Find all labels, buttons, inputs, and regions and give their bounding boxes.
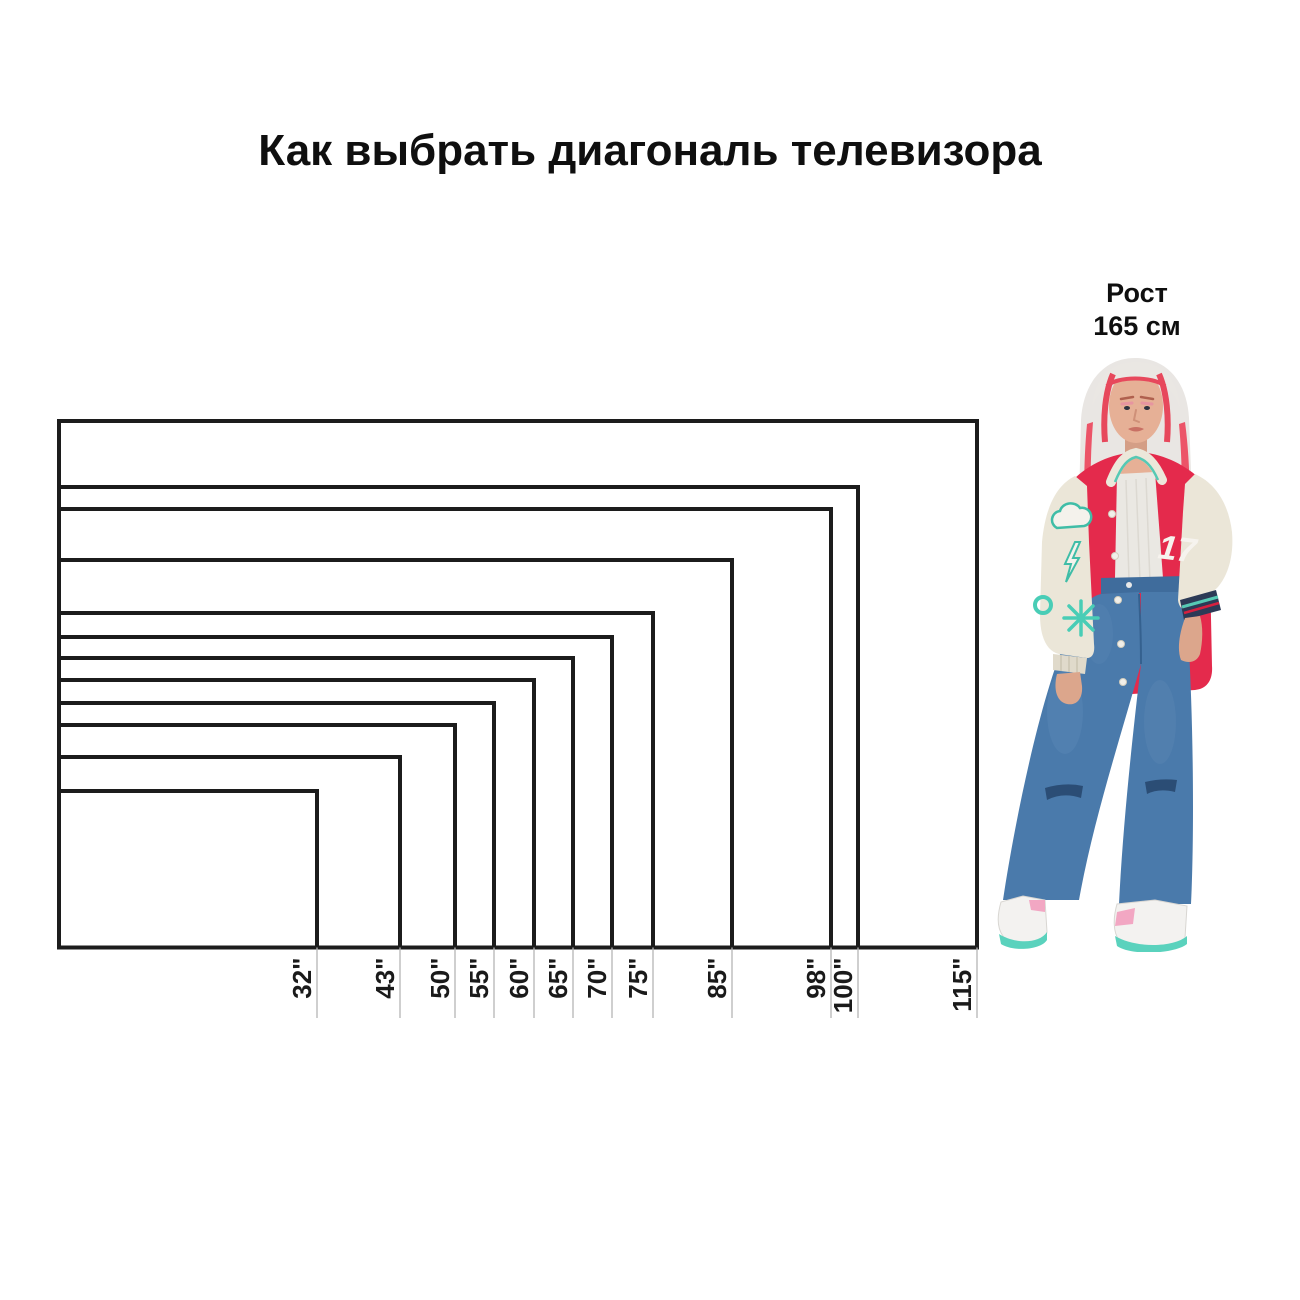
tick-label-55in: 55" (464, 958, 494, 999)
tick-label-43in: 43" (370, 958, 400, 999)
tv-rect-55in (57, 701, 496, 950)
tv-rect-32in (57, 789, 319, 950)
tick-label-75in: 75" (623, 958, 653, 999)
person-collar (1106, 447, 1167, 487)
tick-label-70in: 70" (582, 958, 612, 999)
person-illustration: 17 (997, 358, 1233, 952)
person-jeans (1003, 576, 1193, 904)
jacket-buttons (1108, 510, 1127, 686)
tick-label-60in: 60" (504, 958, 534, 999)
person-height-caption-line2: 165 см (1093, 310, 1181, 341)
tv-rect-43in (57, 755, 402, 950)
tick-label-65in: 65" (543, 958, 573, 999)
person-height-caption-line1: Рост (1106, 278, 1168, 308)
tick-label-98in: 98" (801, 958, 831, 999)
tv-rect-98in (57, 507, 833, 950)
tv-rect-85in (57, 558, 734, 950)
svg-text:17: 17 (1156, 528, 1200, 571)
person-hair-front (1092, 362, 1180, 443)
page-title: Как выбрать диагональ телевизора (258, 126, 1042, 175)
tv-rect-115in (57, 419, 979, 950)
tick-label-115in: 115" (947, 958, 977, 1012)
tv-rect-100in (57, 485, 860, 950)
tv-rect-75in (57, 611, 655, 950)
tick-label-85in: 85" (702, 958, 732, 999)
person-sneakers (997, 895, 1188, 952)
tick-label-100in: 100" (828, 958, 858, 1014)
tv-rect-60in (57, 678, 536, 950)
person-height-caption: Рост 165 см (1017, 277, 1257, 343)
tick-label-32in: 32" (287, 958, 317, 999)
starburst-patch (1062, 599, 1100, 637)
tick-label-50in: 50" (425, 958, 455, 999)
person-jacket-patches: 17 (1033, 502, 1200, 686)
